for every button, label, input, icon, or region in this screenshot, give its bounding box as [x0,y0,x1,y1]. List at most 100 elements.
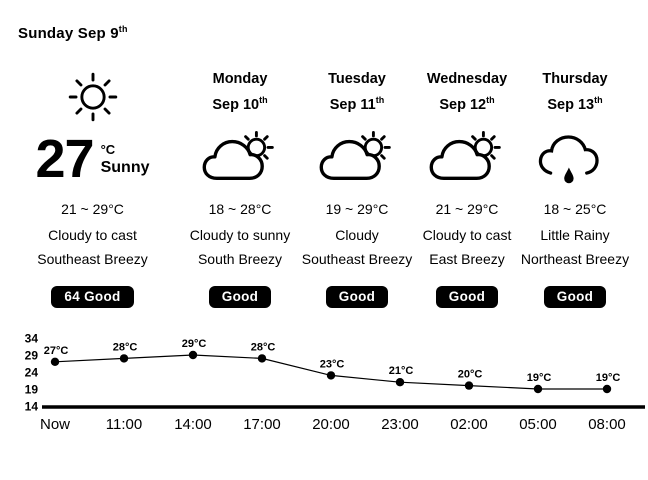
chart-point [395,378,405,387]
temperature-unit: °C [100,142,116,157]
day-aqi-row: Good [297,286,417,308]
chart-point-label: 28°C [251,341,276,353]
chart-x-tick-label: 20:00 [312,416,350,433]
chart-point-label: 21°C [389,365,414,377]
day-date: Sep 11th [297,90,417,116]
cloud-sun-icon [297,123,417,195]
day-header: Tuesday Sep 11th [297,69,417,116]
chart-x-tick-label: 14:00 [174,416,212,433]
day-date: Sep 10th [180,90,300,116]
day-sky-condition: Cloudy [335,227,379,243]
chart-x-tick-label: 02:00 [450,416,488,433]
day-wind: Northeast Breezy [520,251,630,267]
chart-point-label: 27°C [44,345,69,357]
cloud-sun-icon [407,123,527,195]
chart-point-label: 19°C [527,372,552,384]
current-condition: Sunny [100,159,150,176]
today-sky-condition: Cloudy to cast [48,227,137,243]
forecast-day-thursday[interactable]: Thursday Sep 13th 18 ~ 25°C Little Rainy… [515,65,635,320]
day-temp-range: 21 ~ 29°C [435,201,499,217]
today-aqi-badge[interactable]: 64 Good [51,286,134,308]
forecast-day-tuesday[interactable]: Tuesday Sep 11th 19 ~ 29°C Cloudy Southe… [297,65,417,320]
current-temperature-block: 27 °C Sunny [10,131,175,187]
cloud-sun-icon [180,123,300,195]
day-aqi-badge[interactable]: Good [208,286,272,308]
day-aqi-badge[interactable]: Good [325,286,389,308]
chart-x-tick-label: 05:00 [519,416,557,433]
day-aqi-row: Good [407,286,527,308]
chart-point [533,384,543,394]
today-panel: 27 °C Sunny 21 ~ 29°C Cloudy to cast Sou… [10,65,175,320]
chart-y-tick-label: 14 [25,400,39,414]
day-wind: Southeast Breezy [301,251,413,267]
current-temp-side: °C Sunny [101,140,150,178]
day-temp-range: 19 ~ 29°C [325,201,389,217]
aqi-label: Good [84,289,121,304]
chart-point [50,357,60,366]
chart-point-label: 20°C [458,369,483,381]
current-date-title: Sunday Sep 9th [18,24,128,42]
temperature-chart-svg: 34 29 24 19 14 27°C 28°C 29°C 28°C 23°C 21°C 20°C 19… [25,332,645,433]
chart-y-tick-label: 34 [25,332,39,346]
chart-x-tick-label: 08:00 [588,416,626,433]
day-date-text: Sep 11 [329,96,376,113]
day-date-suffix: th [259,95,268,105]
day-sky-condition: Cloudy to sunny [189,227,291,243]
day-date-suffix: th [594,95,603,105]
chart-point [326,371,336,380]
chart-point [188,350,198,360]
chart-point [464,381,474,390]
chart-y-tick-label: 29 [25,349,39,363]
day-name: Thursday [542,71,608,87]
chart-point-label: 28°C [113,341,138,353]
day-header: Wednesday Sep 12th [407,69,527,116]
day-wind: East Breezy [429,251,505,267]
today-wind: Southeast Breezy [37,251,148,267]
day-date-text: Sep 13 [547,96,595,113]
chart-x-tick-label: Now [40,416,70,433]
current-date-suffix: th [118,24,128,34]
aqi-value: 64 [64,289,81,304]
chart-x-tick-label: 17:00 [243,416,281,433]
day-temp-range: 18 ~ 28°C [208,201,272,217]
day-aqi-badge[interactable]: Good [543,286,607,308]
day-date-suffix: th [486,95,495,105]
chart-y-tick-label: 19 [25,383,39,397]
day-wind: South Breezy [197,251,283,267]
day-date-text: Sep 12 [439,96,487,113]
chart-x-tick-label: 11:00 [106,416,142,433]
day-temp-range: 18 ~ 25°C [543,201,607,217]
day-sky-condition: Little Rainy [540,227,610,243]
day-sky-condition: Cloudy to cast [422,227,512,243]
day-aqi-row: Good [515,286,635,308]
chart-point [602,384,612,394]
cloud-rain-icon [515,123,635,195]
day-date: Sep 13th [515,90,635,116]
chart-point-label: 23°C [320,358,345,370]
chart-point-label: 29°C [182,338,207,350]
today-aqi-row: 64 Good [10,286,175,308]
current-temperature: 27 [35,129,95,189]
forecast-day-monday[interactable]: Monday Sep 10th 18 ~ 28°C Cloudy to sunn… [180,65,300,320]
day-aqi-badge[interactable]: Good [435,286,499,308]
day-header: Thursday Sep 13th [515,69,635,116]
chart-point [119,354,129,363]
day-name: Monday [212,71,268,87]
day-date: Sep 12th [407,90,527,116]
chart-x-tick-label: 23:00 [381,416,419,433]
today-temp-range: 21 ~ 29°C [61,201,124,217]
chart-point [257,354,267,363]
current-date-text: Sunday Sep 9 [18,25,119,42]
day-header: Monday Sep 10th [180,69,300,116]
day-name: Wednesday [426,71,508,87]
chart-y-tick-label: 24 [25,366,39,380]
day-aqi-row: Good [180,286,300,308]
day-date-text: Sep 10 [212,96,260,113]
temperature-chart: 34 29 24 19 14 27°C 28°C 29°C 28°C 23°C 21°C 20°C 19… [0,318,648,448]
sun-icon [10,65,175,133]
forecast-day-wednesday[interactable]: Wednesday Sep 12th 21 ~ 29°C Cloudy to c… [407,65,527,320]
day-name: Tuesday [328,71,386,87]
day-date-suffix: th [375,95,385,105]
chart-point-label: 19°C [596,372,621,384]
